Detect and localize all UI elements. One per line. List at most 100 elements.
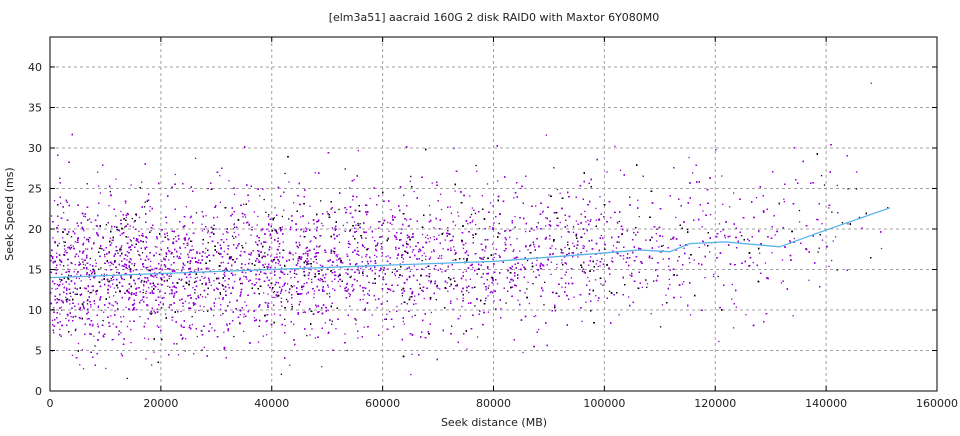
scatter-point [526,288,527,289]
scatter-point [354,179,355,180]
scatter-point [198,310,199,311]
scatter-point [134,303,135,304]
scatter-point [139,217,140,218]
scatter-point [597,260,598,261]
scatter-point [589,281,590,282]
scatter-point [126,259,127,260]
scatter-point [388,231,389,232]
scatter-point [89,218,90,219]
scatter-point [438,235,439,236]
scatter-point [211,327,212,328]
scatter-point [278,246,279,247]
scatter-point [545,217,546,218]
scatter-point [535,315,536,316]
scatter-point [303,312,304,313]
scatter-point [79,262,80,263]
scatter-point [522,264,523,265]
scatter-point [324,291,325,292]
scatter-point [180,253,181,254]
scatter-point [120,235,121,236]
scatter-point [598,300,599,301]
scatter-point [150,206,151,207]
scatter-point [600,283,601,284]
scatter-point [833,240,834,241]
scatter-point [290,277,291,278]
scatter-point [90,279,91,280]
scatter-point [148,287,149,288]
scatter-point [458,215,459,216]
scatter-point [346,209,347,210]
scatter-point [251,227,252,228]
scatter-point [472,207,473,208]
scatter-point [351,269,352,270]
scatter-point [572,243,573,244]
scatter-point [713,274,714,275]
scatter-point [100,298,101,299]
scatter-point [384,319,385,320]
scatter-point [438,288,439,289]
scatter-point [150,312,151,313]
scatter-point [441,258,442,259]
scatter-point [596,220,597,221]
scatter-point [447,291,448,292]
scatter-point [282,216,283,217]
scatter-point [125,307,126,308]
scatter-point [299,242,300,243]
scatter-point [282,286,283,287]
scatter-point [320,265,321,266]
scatter-point [144,338,145,339]
scatter-point [56,253,57,254]
scatter-point [74,271,75,272]
scatter-point [585,302,586,303]
scatter-point [282,227,283,228]
scatter-point [492,259,493,260]
scatter-point [272,261,273,262]
scatter-point [111,304,112,305]
scatter-point [123,316,124,317]
scatter-point [363,299,364,300]
scatter-point [287,283,288,284]
scatter-point [422,255,423,256]
scatter-point [357,337,358,338]
scatter-point [422,260,423,261]
scatter-point [732,284,733,285]
scatter-point [612,257,613,258]
scatter-point [431,251,432,252]
scatter-point [269,235,270,236]
scatter-point [372,314,373,315]
scatter-point [347,222,348,223]
scatter-point [243,276,244,277]
scatter-point [110,315,111,316]
scatter-point [314,293,315,294]
scatter-point [586,251,587,252]
scatter-point [219,298,220,299]
scatter-point [166,222,167,223]
scatter-point [56,267,57,268]
scatter-point [263,292,264,293]
scatter-point [381,248,382,249]
scatter-point [465,279,466,280]
scatter-point [61,300,62,301]
scatter-point [193,353,194,354]
scatter-point [485,247,486,248]
scatter-point [430,237,431,238]
scatter-point [264,252,265,253]
scatter-point [321,366,322,367]
scatter-point [831,260,832,261]
scatter-point [72,355,73,356]
scatter-point [442,248,443,249]
scatter-point [837,269,838,270]
scatter-point [555,248,556,249]
scatter-point [719,223,720,224]
scatter-point [375,299,376,300]
scatter-point [847,223,848,224]
scatter-point [141,182,142,183]
scatter-point [287,274,288,275]
scatter-point [159,254,160,255]
scatter-point [390,263,391,264]
scatter-point [60,264,61,265]
scatter-point [381,256,382,257]
scatter-point [181,326,182,327]
scatter-point [90,258,91,259]
scatter-point [56,302,57,303]
